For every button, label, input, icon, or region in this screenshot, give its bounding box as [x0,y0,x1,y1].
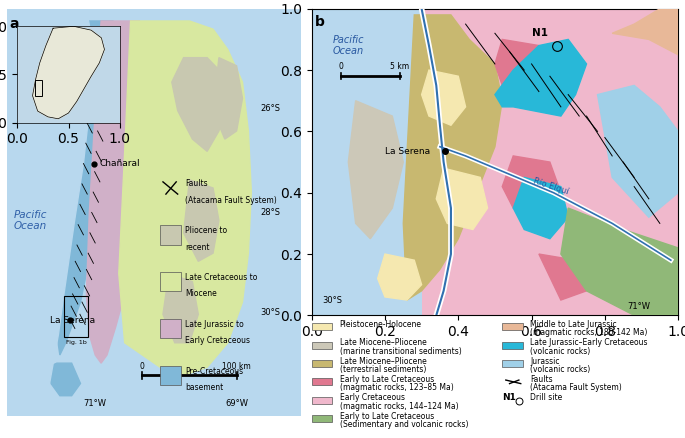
Bar [312,415,332,422]
Text: N1: N1 [502,393,516,402]
Text: Late Miocene–Pliocene: Late Miocene–Pliocene [340,338,427,347]
Text: 69°W: 69°W [225,399,248,408]
Polygon shape [348,101,403,239]
Text: (magmatic rocks, 180-142 Ma): (magmatic rocks, 180-142 Ma) [530,328,647,337]
Text: Drill site: Drill site [530,393,562,402]
Text: Pliocene to: Pliocene to [185,226,227,235]
Polygon shape [86,21,154,363]
Bar [312,342,332,349]
Text: Chañaral: Chañaral [99,159,140,168]
Polygon shape [163,273,198,343]
Polygon shape [119,21,251,375]
Text: 28°S: 28°S [261,208,281,217]
Text: 0: 0 [338,62,343,71]
Text: Late Jurassic–Early Cretaceous: Late Jurassic–Early Cretaceous [530,338,647,347]
Polygon shape [561,208,678,315]
Bar [160,366,181,385]
Polygon shape [513,177,568,239]
Text: Early Cretaceous: Early Cretaceous [340,393,405,402]
Bar [160,319,181,338]
Text: Faults: Faults [185,180,208,188]
Bar [502,323,523,330]
Text: (magmatic rocks, 144–124 Ma): (magmatic rocks, 144–124 Ma) [340,402,458,410]
Bar [34,80,42,95]
Polygon shape [502,156,561,217]
Polygon shape [48,363,80,396]
Text: Fig. 1b: Fig. 1b [66,339,86,345]
Polygon shape [172,58,227,151]
Polygon shape [32,26,104,119]
Polygon shape [421,70,466,125]
Text: (Atacama Fault System): (Atacama Fault System) [530,383,622,392]
Text: Early to Late Cretaceous: Early to Late Cretaceous [340,375,434,384]
Polygon shape [184,180,219,261]
Text: (volcanic rocks): (volcanic rocks) [530,346,590,356]
Bar [312,397,332,404]
Text: N1: N1 [532,28,547,38]
Text: basement: basement [185,383,223,392]
Text: La Serena: La Serena [385,147,430,156]
Polygon shape [495,39,586,116]
Text: Jurassic: Jurassic [530,357,560,366]
Text: 30°S: 30°S [323,296,342,304]
Text: Pacific
Ocean: Pacific Ocean [14,210,47,231]
Text: 5 km: 5 km [390,62,409,71]
Polygon shape [213,58,242,139]
Text: Middle to Late Jurassic: Middle to Late Jurassic [530,320,616,329]
Text: 100 km: 100 km [222,362,251,371]
Polygon shape [495,39,550,95]
Text: (volcanic rocks): (volcanic rocks) [530,365,590,374]
Text: Early to Late Cretaceous: Early to Late Cretaceous [340,412,434,420]
Text: Miocene: Miocene [185,290,217,298]
Text: (Sedimentary and volcanic rocks): (Sedimentary and volcanic rocks) [340,420,468,429]
Text: Pacific
Ocean: Pacific Ocean [333,35,364,57]
Bar [502,342,523,349]
Polygon shape [539,254,586,300]
Bar [312,323,332,330]
Text: 0: 0 [140,362,145,371]
Text: Pleistocene-Holocene: Pleistocene-Holocene [340,320,422,329]
Text: Early Cretaceous: Early Cretaceous [185,336,250,345]
Text: Faults: Faults [530,375,553,384]
Polygon shape [597,85,678,217]
Polygon shape [436,168,488,230]
Text: (terrestrial sediments): (terrestrial sediments) [340,365,426,374]
Text: Late Miocene–Pliocene: Late Miocene–Pliocene [340,357,427,366]
Polygon shape [377,254,421,300]
Bar [502,360,523,367]
Polygon shape [7,9,94,416]
Text: Río Elquí: Río Elquí [532,177,569,196]
Text: a: a [10,17,19,31]
Text: Late Cretaceous to: Late Cretaceous to [185,273,258,282]
Text: (marine transitional sediments): (marine transitional sediments) [340,346,462,356]
Polygon shape [403,15,502,300]
Text: Pre-Cretaceous: Pre-Cretaceous [185,367,243,376]
Polygon shape [57,21,116,355]
Bar [421,9,678,315]
Text: 71°W: 71°W [84,399,107,408]
Bar [160,272,181,291]
Text: (magmatic rocks, 123–85 Ma): (magmatic rocks, 123–85 Ma) [340,383,453,392]
Text: 26°S: 26°S [261,104,281,113]
Polygon shape [612,9,678,55]
Bar [312,360,332,367]
Text: 30°S: 30°S [261,308,281,317]
Bar [312,378,332,385]
Bar [64,296,88,337]
Text: (Atacama Fault System): (Atacama Fault System) [185,196,277,205]
Text: 71°W: 71°W [627,302,650,311]
Text: La Serena: La Serena [49,316,95,325]
Text: Late Jurassic to: Late Jurassic to [185,320,244,329]
Text: recent: recent [185,243,210,251]
Bar [160,225,181,244]
Text: b: b [315,15,325,29]
